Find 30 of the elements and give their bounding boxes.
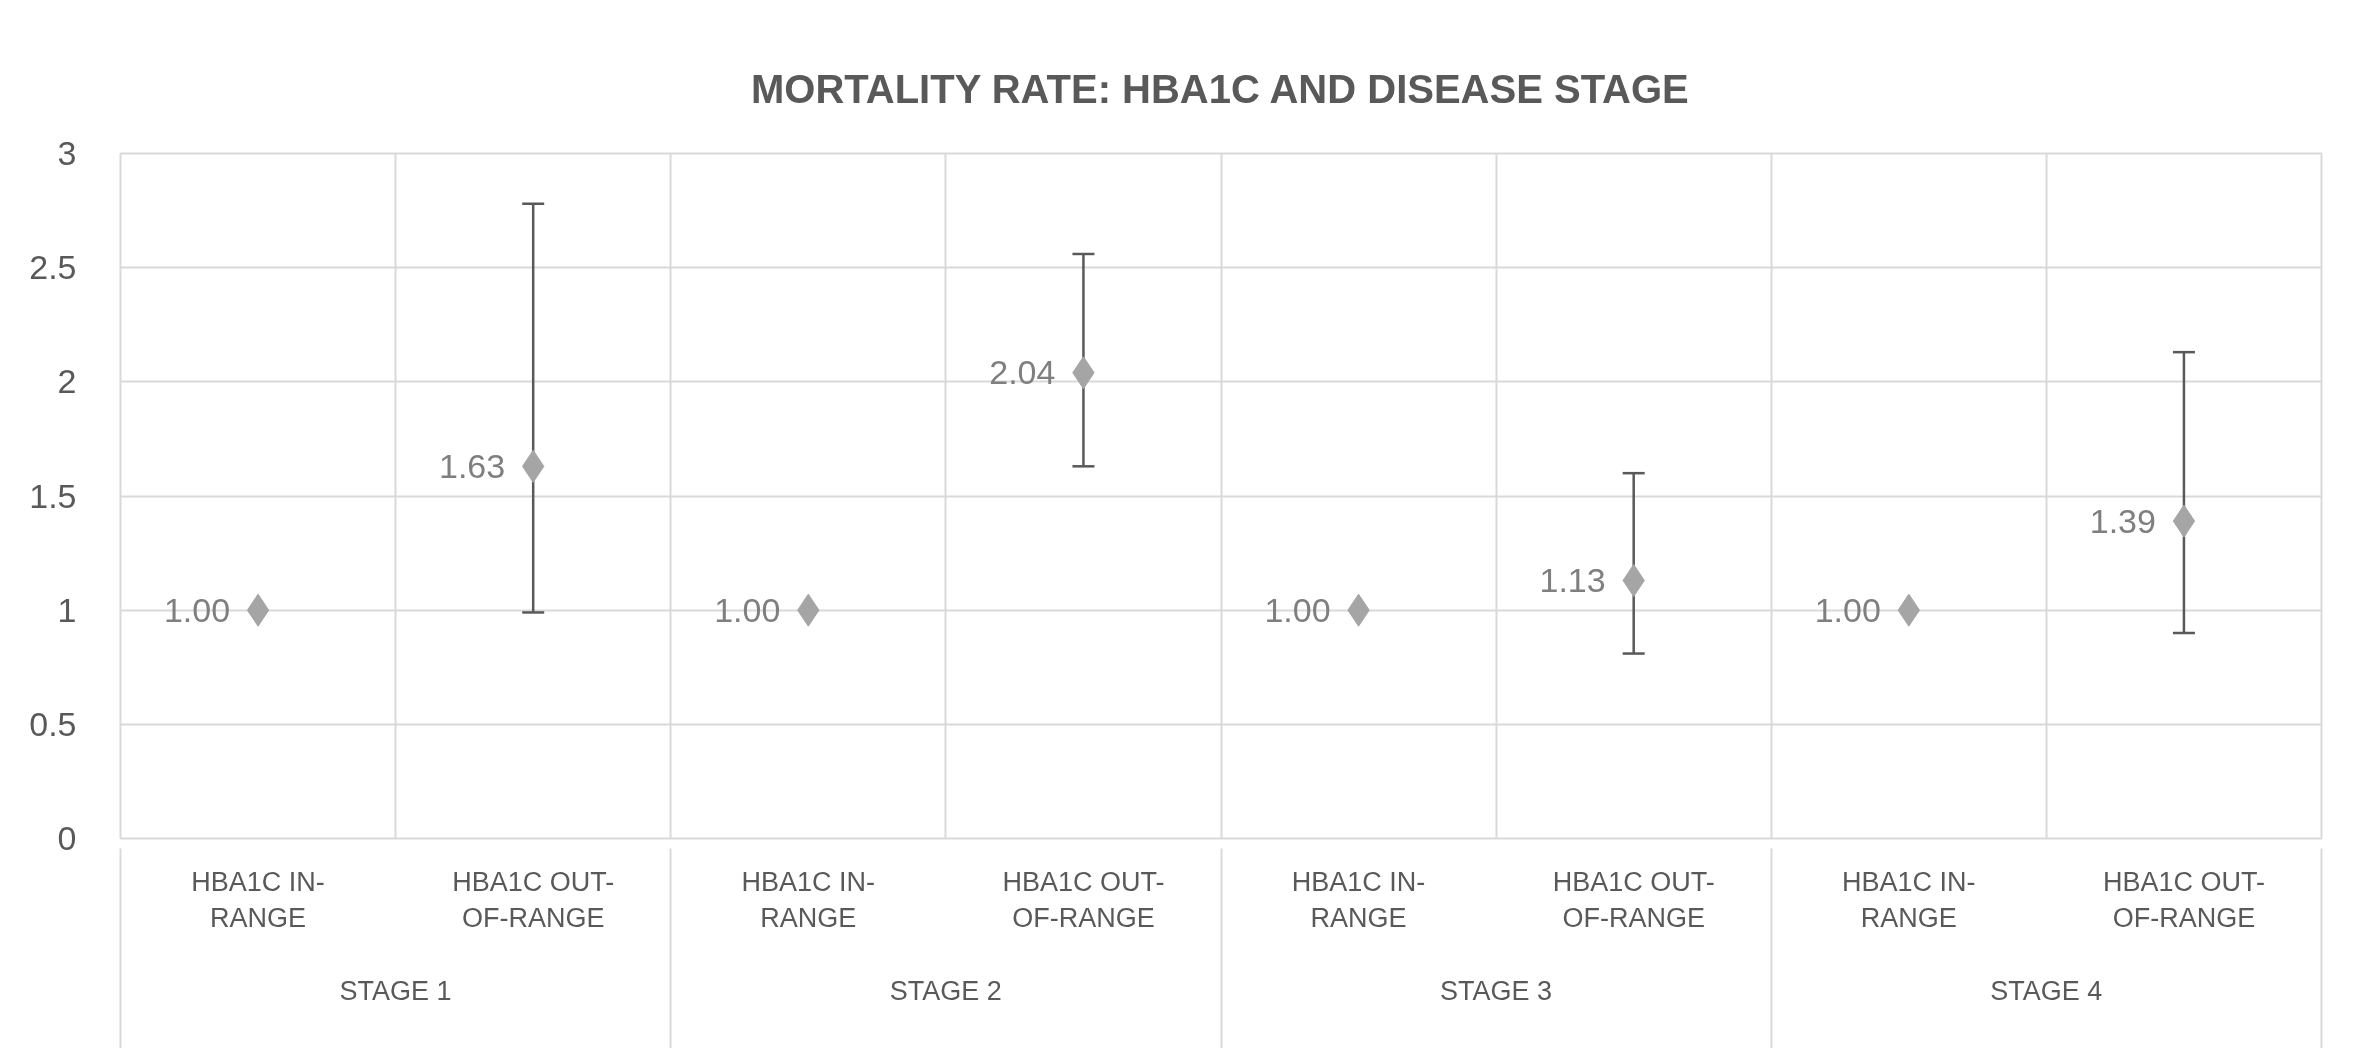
point: [2172, 504, 2196, 538]
x-tick-label: HBA1C IN-RANGE: [1842, 866, 1976, 933]
data-label: 1.63: [439, 446, 506, 485]
data-label: 1.00: [714, 590, 781, 629]
text: STAGE 2: [889, 975, 1002, 1006]
data-label: 1.39: [2089, 501, 2156, 540]
x-tick-label: HBA1C OUT-OF-RANGE: [2102, 866, 2265, 933]
data-label: 1.00: [1264, 590, 1331, 629]
text: STAGE 4: [1990, 975, 2103, 1006]
y-tick-label: 3: [57, 134, 77, 172]
data-label: 1.00: [163, 590, 231, 629]
chart-title: MORTALITY RATE: HBA1C AND DISEASE STAGE: [750, 66, 1689, 111]
y-tick-label: 0.5: [29, 704, 77, 743]
y-tick-label: 0: [57, 819, 77, 857]
x-tick-label: HBA1C IN-RANGE: [1291, 866, 1426, 933]
text: STAGE 3: [1440, 975, 1553, 1006]
data-label: 1.13: [1539, 560, 1606, 599]
x-tick-label: HBA1C OUT-OF-RANGE: [452, 866, 615, 933]
x-tick-label: HBA1C IN-RANGE: [191, 866, 325, 933]
y-tick-label: 1.5: [29, 476, 77, 515]
x-tick-label: HBA1C OUT-OF-RANGE: [1552, 866, 1715, 933]
data-label: 1.00: [1814, 590, 1881, 629]
y-tick-label: 1: [57, 590, 77, 629]
x-tick-label: HBA1C IN-RANGE: [741, 866, 876, 933]
text: STAGE 1: [339, 975, 452, 1006]
x-tick-label: HBA1C OUT-OF-RANGE: [1002, 866, 1165, 933]
data-label: 2.04: [989, 353, 1056, 392]
point: [246, 593, 270, 627]
y-tick-label: 2.5: [29, 248, 77, 287]
y-tick-label: 2: [57, 362, 77, 401]
